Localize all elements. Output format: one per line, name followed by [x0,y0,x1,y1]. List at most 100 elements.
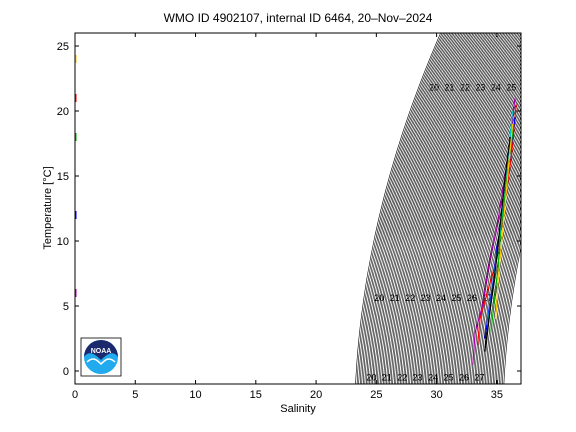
density-contour-line [387,33,474,384]
profile-series [472,97,517,365]
noaa-logo: NOAA [80,337,122,377]
density-contour-line [403,33,489,384]
density-contour-line [381,33,468,384]
density-contour-line [497,217,521,384]
density-contour-line [418,33,505,384]
density-contour-line [480,153,521,384]
density-contour-line [366,33,452,384]
density-contour-line [444,54,521,384]
density-contour-label: 23 [475,83,485,93]
density-contour-line [364,33,451,384]
logo-seagull-icon [86,358,116,366]
density-contour-label: 20 [429,83,439,93]
y-tick-label: 10 [57,236,69,248]
density-contour-line [398,33,485,384]
density-contour-label: 24 [491,83,501,93]
density-contour-line [495,210,521,384]
density-contour-line [463,102,521,384]
density-contour-line [503,245,521,384]
density-contour-label: 23 [421,293,431,303]
density-contour-line [438,39,521,384]
y-tick-label: 20 [57,106,69,118]
density-contour-line [376,33,463,384]
density-contour-labels: 20 21 22 23 24 25 20 21 22 23 24 25 26 27 20 21 22 23 24 25… [366,83,516,383]
density-contour-line [379,33,466,384]
density-contour-line [390,33,477,384]
density-contour-line [358,33,444,384]
x-axis-label: Salinity [280,403,316,415]
density-contour-line [355,33,441,384]
density-contour-line [400,33,486,384]
density-contour-line [415,33,502,384]
density-contour-line [435,33,521,384]
density-contour-label: 27 [482,293,492,303]
density-contour-line [383,33,469,384]
density-contour-line [369,33,455,384]
y-tick-label: 15 [57,171,69,183]
density-contour-line [421,33,508,384]
density-contour-line [452,73,521,384]
plot-frame [74,32,522,385]
density-contour-line [420,33,506,384]
density-contour-label: 25 [506,83,516,93]
density-contour-line [498,223,521,384]
density-contour-line [471,124,521,384]
density-contours [355,33,521,384]
density-contour-label: 20 [374,293,384,303]
density-contour-label: 21 [444,83,454,93]
density-contour-line [373,33,460,384]
density-contour-line [356,33,443,384]
density-contour-line [488,180,521,384]
density-contour-line [359,33,446,384]
density-contour-line [468,115,521,384]
x-axis: 0 5 10 15 20 25 30 35 [72,33,503,401]
density-contour-line [407,33,494,384]
density-contour-line [437,35,521,384]
density-contour-label: 21 [382,373,392,383]
density-contour-line [427,33,514,384]
density-contour-label: 22 [460,83,470,93]
density-contour-line [361,33,448,384]
x-tick-label: 35 [491,389,503,401]
density-contour-line [386,33,472,384]
density-contour-line [367,33,454,384]
y-axis-label: Temperature [°C] [42,166,54,249]
x-tick-label: 30 [430,389,442,401]
density-contour-line [500,230,521,384]
density-contour-line [396,33,483,384]
x-tick-label: 5 [132,389,138,401]
density-contour-line [466,110,521,384]
density-contour-label: 25 [444,373,454,383]
density-contour-line [489,186,521,384]
x-tick-label: 15 [250,389,262,401]
x-tick-label: 10 [189,389,201,401]
density-contour-label: 21 [390,293,400,303]
x-tick-label: 0 [72,389,78,401]
density-contour-line [417,33,503,384]
density-contour-line [395,33,482,384]
density-contour-line [440,43,521,384]
density-contour-line [401,33,488,384]
density-contour-line [460,93,521,384]
density-contour-line [413,33,500,384]
density-contour-line [362,33,449,384]
density-contour-line [370,33,457,384]
density-contour-label: 22 [405,293,415,303]
density-contour-line [372,33,458,384]
density-contour-label: 24 [428,373,438,383]
density-contour-line [485,169,521,384]
density-contour-label: 24 [436,293,446,303]
density-contour-line [447,61,521,384]
density-contour-line [464,106,521,384]
density-contour-line [461,97,521,384]
density-contour-line [443,50,521,384]
density-contour-line [412,33,499,384]
density-contour-line [449,65,521,384]
y-tick-label: 25 [57,41,69,53]
density-contour-line [389,33,475,384]
density-contour-line [375,33,461,384]
logo-navy-arc [84,340,118,360]
density-contour-label: 22 [397,373,407,383]
density-contour-line [406,33,492,384]
x-tick-label: 20 [310,389,322,401]
